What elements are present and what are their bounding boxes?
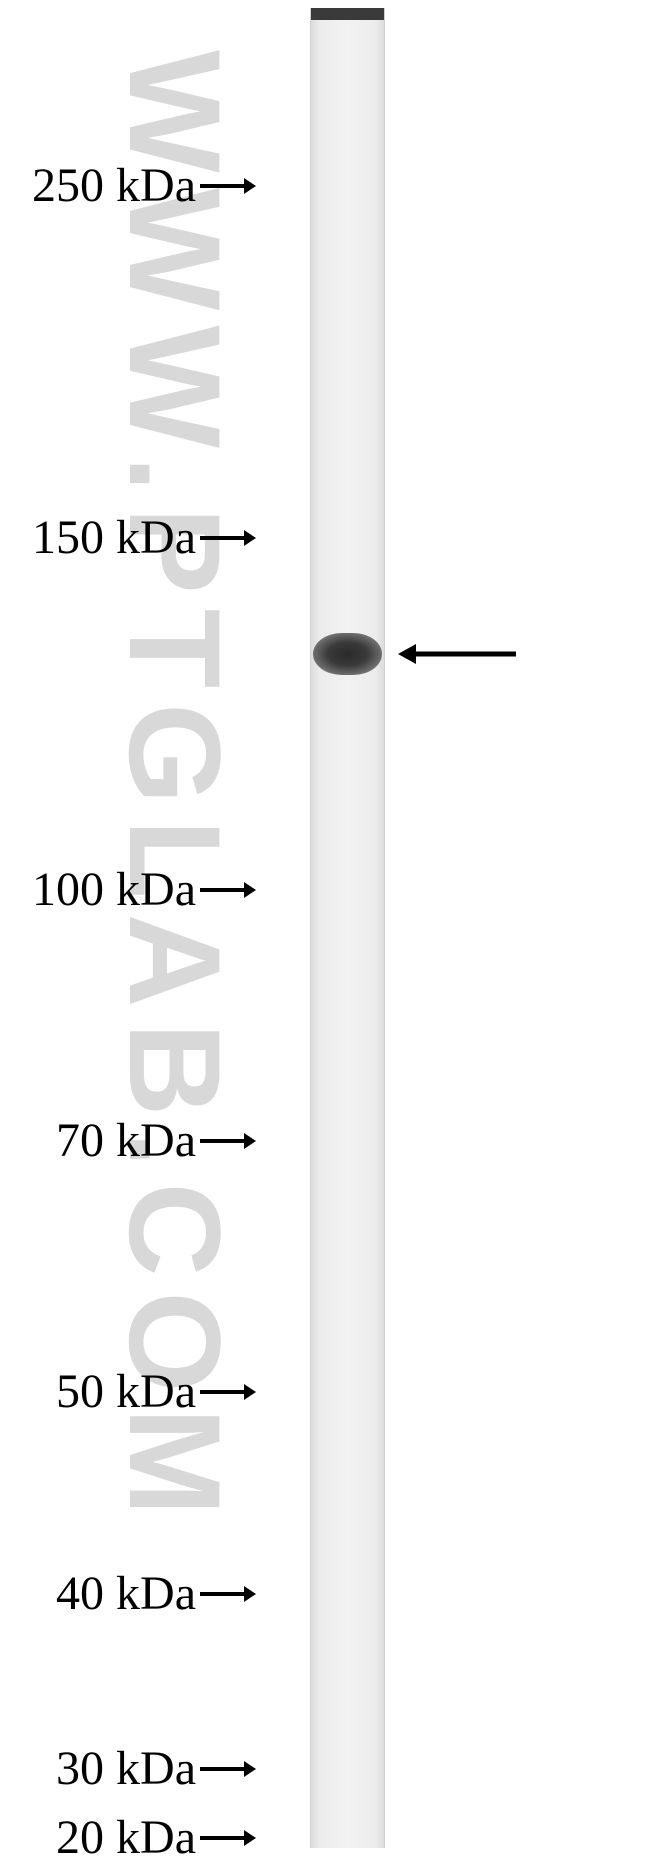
mw-marker-label: 150 kDa: [16, 510, 196, 565]
watermark-text: WWW.PTGLAB.COM: [100, 50, 250, 1531]
mw-marker-label: 40 kDa: [16, 1566, 196, 1621]
mw-marker-20: 20 kDa: [16, 1810, 256, 1865]
arrow-right-icon: [200, 1757, 256, 1781]
mw-marker-label: 30 kDa: [16, 1741, 196, 1796]
mw-marker-40: 40 kDa: [16, 1566, 256, 1621]
mw-marker-50: 50 kDa: [16, 1364, 256, 1419]
protein-band: [313, 633, 382, 675]
arrow-right-icon: [200, 1129, 256, 1153]
mw-marker-70: 70 kDa: [16, 1113, 256, 1168]
lane-top-cap: [311, 8, 384, 20]
mw-marker-250: 250 kDa: [16, 158, 256, 213]
mw-marker-label: 50 kDa: [16, 1364, 196, 1419]
mw-marker-150: 150 kDa: [16, 510, 256, 565]
mw-marker-label: 70 kDa: [16, 1113, 196, 1168]
arrow-right-icon: [200, 1582, 256, 1606]
arrow-right-icon: [200, 174, 256, 198]
mw-marker-label: 20 kDa: [16, 1810, 196, 1865]
arrow-right-icon: [200, 878, 256, 902]
arrow-right-icon: [200, 526, 256, 550]
mw-marker-label: 100 kDa: [16, 862, 196, 917]
arrow-right-icon: [200, 1826, 256, 1850]
band-pointer-arrow: [398, 639, 518, 669]
blot-lane: [310, 8, 385, 1848]
mw-marker-30: 30 kDa: [16, 1741, 256, 1796]
mw-marker-label: 250 kDa: [16, 158, 196, 213]
mw-marker-100: 100 kDa: [16, 862, 256, 917]
arrow-right-icon: [200, 1380, 256, 1404]
